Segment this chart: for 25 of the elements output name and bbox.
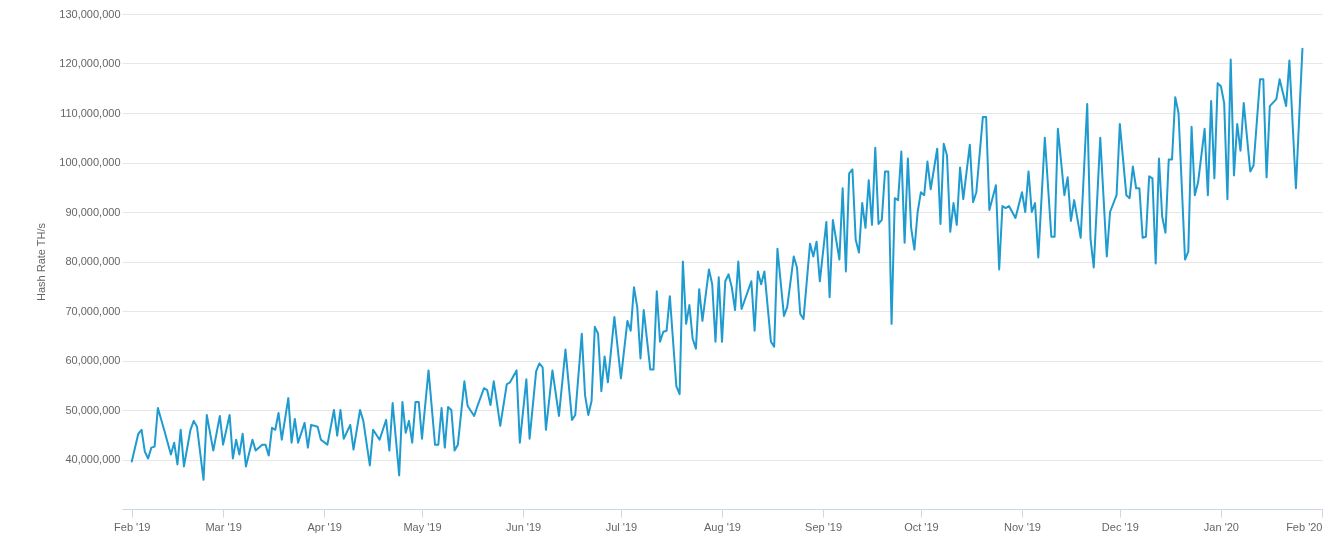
y-tick-label: 80,000,000 bbox=[65, 255, 121, 267]
y-tick-label: 70,000,000 bbox=[65, 304, 121, 317]
x-tick-label: Apr '19 bbox=[307, 520, 342, 533]
x-tick-label: Aug '19 bbox=[704, 520, 741, 533]
y-tick-label: 100,000,000 bbox=[59, 156, 121, 168]
x-tick-label: Jul '19 bbox=[605, 520, 638, 533]
x-tick-label: Mar '19 bbox=[205, 520, 242, 533]
x-tick-label: Feb '19 bbox=[114, 520, 151, 533]
y-tick-label: 50,000,000 bbox=[65, 403, 121, 416]
line-series bbox=[130, 47, 1304, 481]
y-tick-label: 90,000,000 bbox=[65, 205, 121, 218]
x-tick-label: Feb '20 bbox=[1286, 520, 1323, 533]
x-tick-label: Jan '20 bbox=[1203, 520, 1239, 533]
x-tick-label: May '19 bbox=[403, 520, 442, 533]
y-tick-label: 40,000,000 bbox=[65, 453, 121, 465]
y-tick-label: 110,000,000 bbox=[60, 106, 121, 119]
x-tick-label: Nov '19 bbox=[1004, 520, 1041, 533]
y-axis-title: Hash Rate TH/s bbox=[35, 222, 48, 302]
y-tick-label: 60,000,000 bbox=[65, 354, 121, 366]
x-tick-label: Oct '19 bbox=[904, 520, 939, 533]
x-tick-label: Jun '19 bbox=[506, 520, 542, 533]
y-tick-label: 130,000,000 bbox=[59, 7, 121, 20]
y-tick-label: 120,000,000 bbox=[59, 57, 121, 69]
x-tick-label: Dec '19 bbox=[1101, 520, 1139, 533]
x-tick-label: Sep '19 bbox=[805, 520, 843, 533]
